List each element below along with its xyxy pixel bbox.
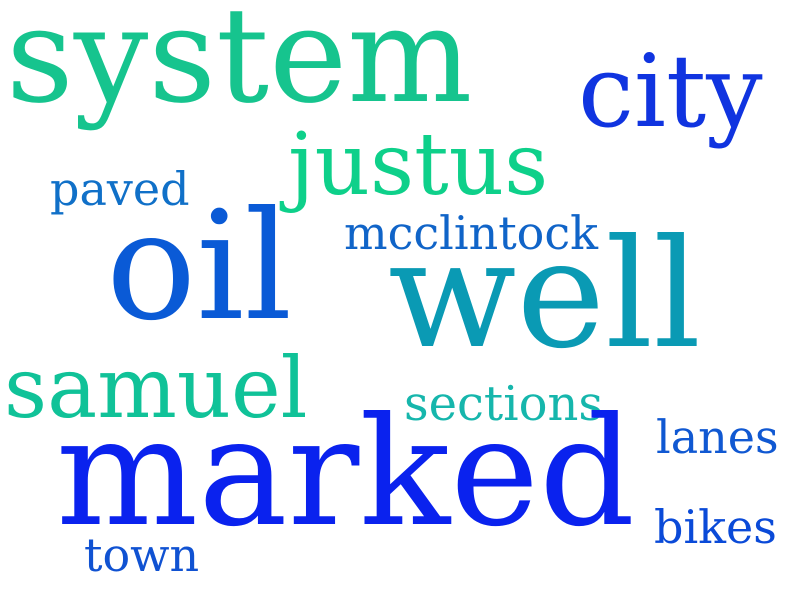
- word-oil: oil: [106, 180, 293, 354]
- word-justus: justus: [288, 115, 549, 215]
- word-paved: paved: [50, 162, 190, 216]
- word-system: system: [6, 0, 473, 133]
- word-sections: sections: [404, 376, 604, 432]
- word-town: town: [84, 528, 200, 582]
- word-city: city: [578, 33, 763, 150]
- word-samuel: samuel: [4, 339, 308, 437]
- word-lanes: lanes: [656, 410, 779, 464]
- word-bikes: bikes: [654, 500, 777, 554]
- word-mcclintock: mcclintock: [344, 206, 599, 260]
- word-marked: marked: [56, 386, 636, 560]
- word-well: well: [388, 208, 702, 382]
